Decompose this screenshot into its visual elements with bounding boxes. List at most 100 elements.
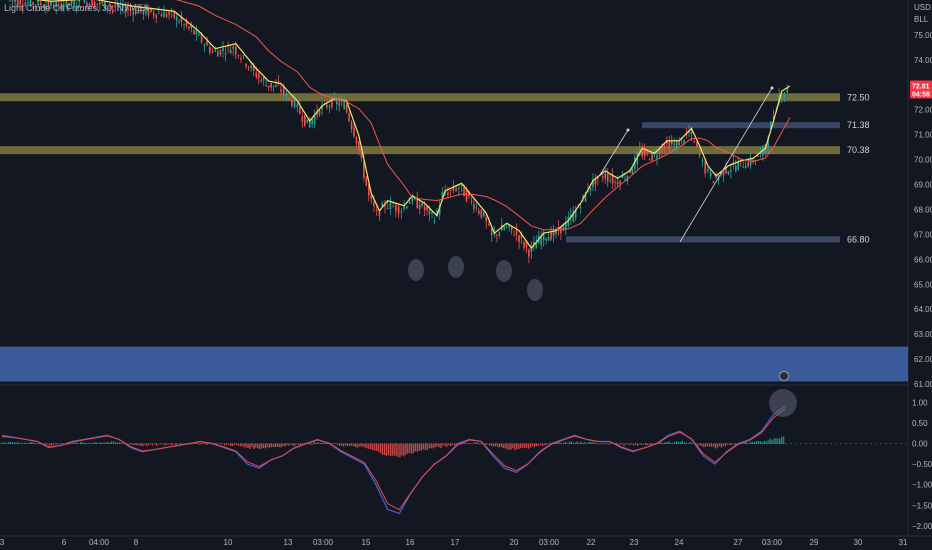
histogram-bar (333, 443, 335, 445)
histogram-bar (233, 443, 236, 445)
macd-tick-label: −1.00 (912, 481, 932, 490)
candle-body (188, 26, 190, 29)
currency-label: USD (914, 3, 931, 12)
price-tick-label: 75.00 (914, 31, 932, 40)
histogram-bar (85, 443, 88, 445)
candle-body (338, 102, 341, 106)
candle-body (727, 171, 730, 174)
candle-body (348, 113, 350, 122)
histogram-bar (148, 443, 150, 446)
time-axis[interactable]: 3 6 04:00 8 10 13 03:00 15 16 17 20 03:00 22 23 24 27 03… (0, 538, 908, 547)
histogram-bar (527, 443, 530, 449)
candle-body (150, 8, 152, 12)
candle-body (757, 155, 759, 157)
signal-line (1, 408, 786, 511)
candle-body (641, 150, 644, 156)
candle-body (772, 116, 775, 120)
histogram-bar (722, 443, 724, 447)
candle-body (219, 49, 222, 55)
histogram-bar (636, 443, 639, 447)
histogram-bar (202, 443, 204, 445)
level-zone-72.50 (0, 93, 840, 102)
arrow-head (626, 128, 630, 132)
histogram-bar (142, 443, 144, 447)
candle-body (206, 40, 208, 46)
price-tick-label: 66.00 (914, 255, 932, 264)
candle-body (267, 85, 270, 88)
histogram-bar (196, 443, 199, 445)
candle-body (658, 150, 661, 155)
candle-body (303, 115, 306, 126)
drawing-annotations (408, 86, 789, 381)
histogram-bar (313, 442, 315, 445)
price-scale[interactable]: USDBLL75.0074.0073.0072.0071.0070.0069.0… (910, 3, 932, 531)
candle-body (428, 210, 431, 215)
histogram-bar (101, 442, 103, 445)
candle-body (592, 179, 594, 187)
histogram-bar (397, 443, 399, 458)
histogram-bar (664, 442, 666, 445)
histogram-bar (578, 442, 580, 445)
histogram-bar (54, 443, 56, 445)
candle-body (742, 166, 744, 168)
histogram-bar (594, 442, 596, 445)
candle-body (770, 121, 772, 131)
candle-body (293, 99, 296, 107)
candle-body (663, 147, 666, 149)
histogram-bar (516, 443, 518, 450)
candle-body (34, 4, 37, 6)
candle-body (518, 235, 520, 243)
candle-body (140, 6, 142, 12)
histogram-bar (150, 443, 152, 445)
price-zones: 72.50 71.38 70.38 66.80 (0, 92, 908, 382)
candle-body (510, 226, 513, 231)
histogram-bar (257, 443, 259, 449)
histogram-bar (642, 443, 645, 445)
macd-panel (0, 389, 908, 515)
price-tick-label: 65.00 (914, 280, 932, 289)
candle-body (106, 7, 109, 9)
grid-lines (0, 0, 932, 537)
histogram-bar (356, 443, 358, 448)
histogram-bar (416, 443, 419, 452)
histogram-bar (767, 440, 769, 445)
candle-body (47, 0, 50, 7)
candle-body (152, 12, 155, 16)
histogram-bar (670, 442, 672, 445)
candle-body (465, 190, 468, 201)
candle-body (482, 212, 485, 217)
histogram-bar (169, 443, 171, 445)
histogram-bar (535, 443, 537, 447)
histogram-bar (685, 442, 687, 445)
histogram-bar (317, 442, 319, 445)
histogram-bar (163, 443, 165, 446)
candle-body (535, 242, 538, 249)
histogram-bar (5, 442, 8, 445)
histogram-bar (354, 443, 356, 447)
price-tick-label: 61.00 (914, 380, 932, 389)
histogram-bar (37, 443, 39, 445)
price-tick-label: 67.00 (914, 230, 932, 239)
histogram-bar (229, 443, 232, 446)
histogram-bar (701, 443, 703, 447)
macd-line (1, 405, 786, 515)
histogram-bar (243, 443, 245, 448)
histogram-bar (537, 443, 539, 447)
candle-body (606, 173, 609, 182)
candle-body (386, 208, 389, 209)
histogram-bar (157, 443, 160, 445)
candle-body (91, 0, 93, 7)
histogram-bar (259, 443, 261, 450)
time-tick-label: 03:00 (762, 538, 783, 547)
candle-body (624, 179, 626, 181)
histogram-bar (619, 443, 621, 445)
histogram-bar (771, 439, 773, 445)
candle-body (508, 225, 510, 227)
candle-body (81, 6, 83, 8)
candle-body (22, 4, 24, 7)
candle-body (142, 9, 145, 15)
histogram-bar (746, 442, 748, 445)
candle-body (116, 3, 119, 8)
candle-body (555, 228, 557, 235)
